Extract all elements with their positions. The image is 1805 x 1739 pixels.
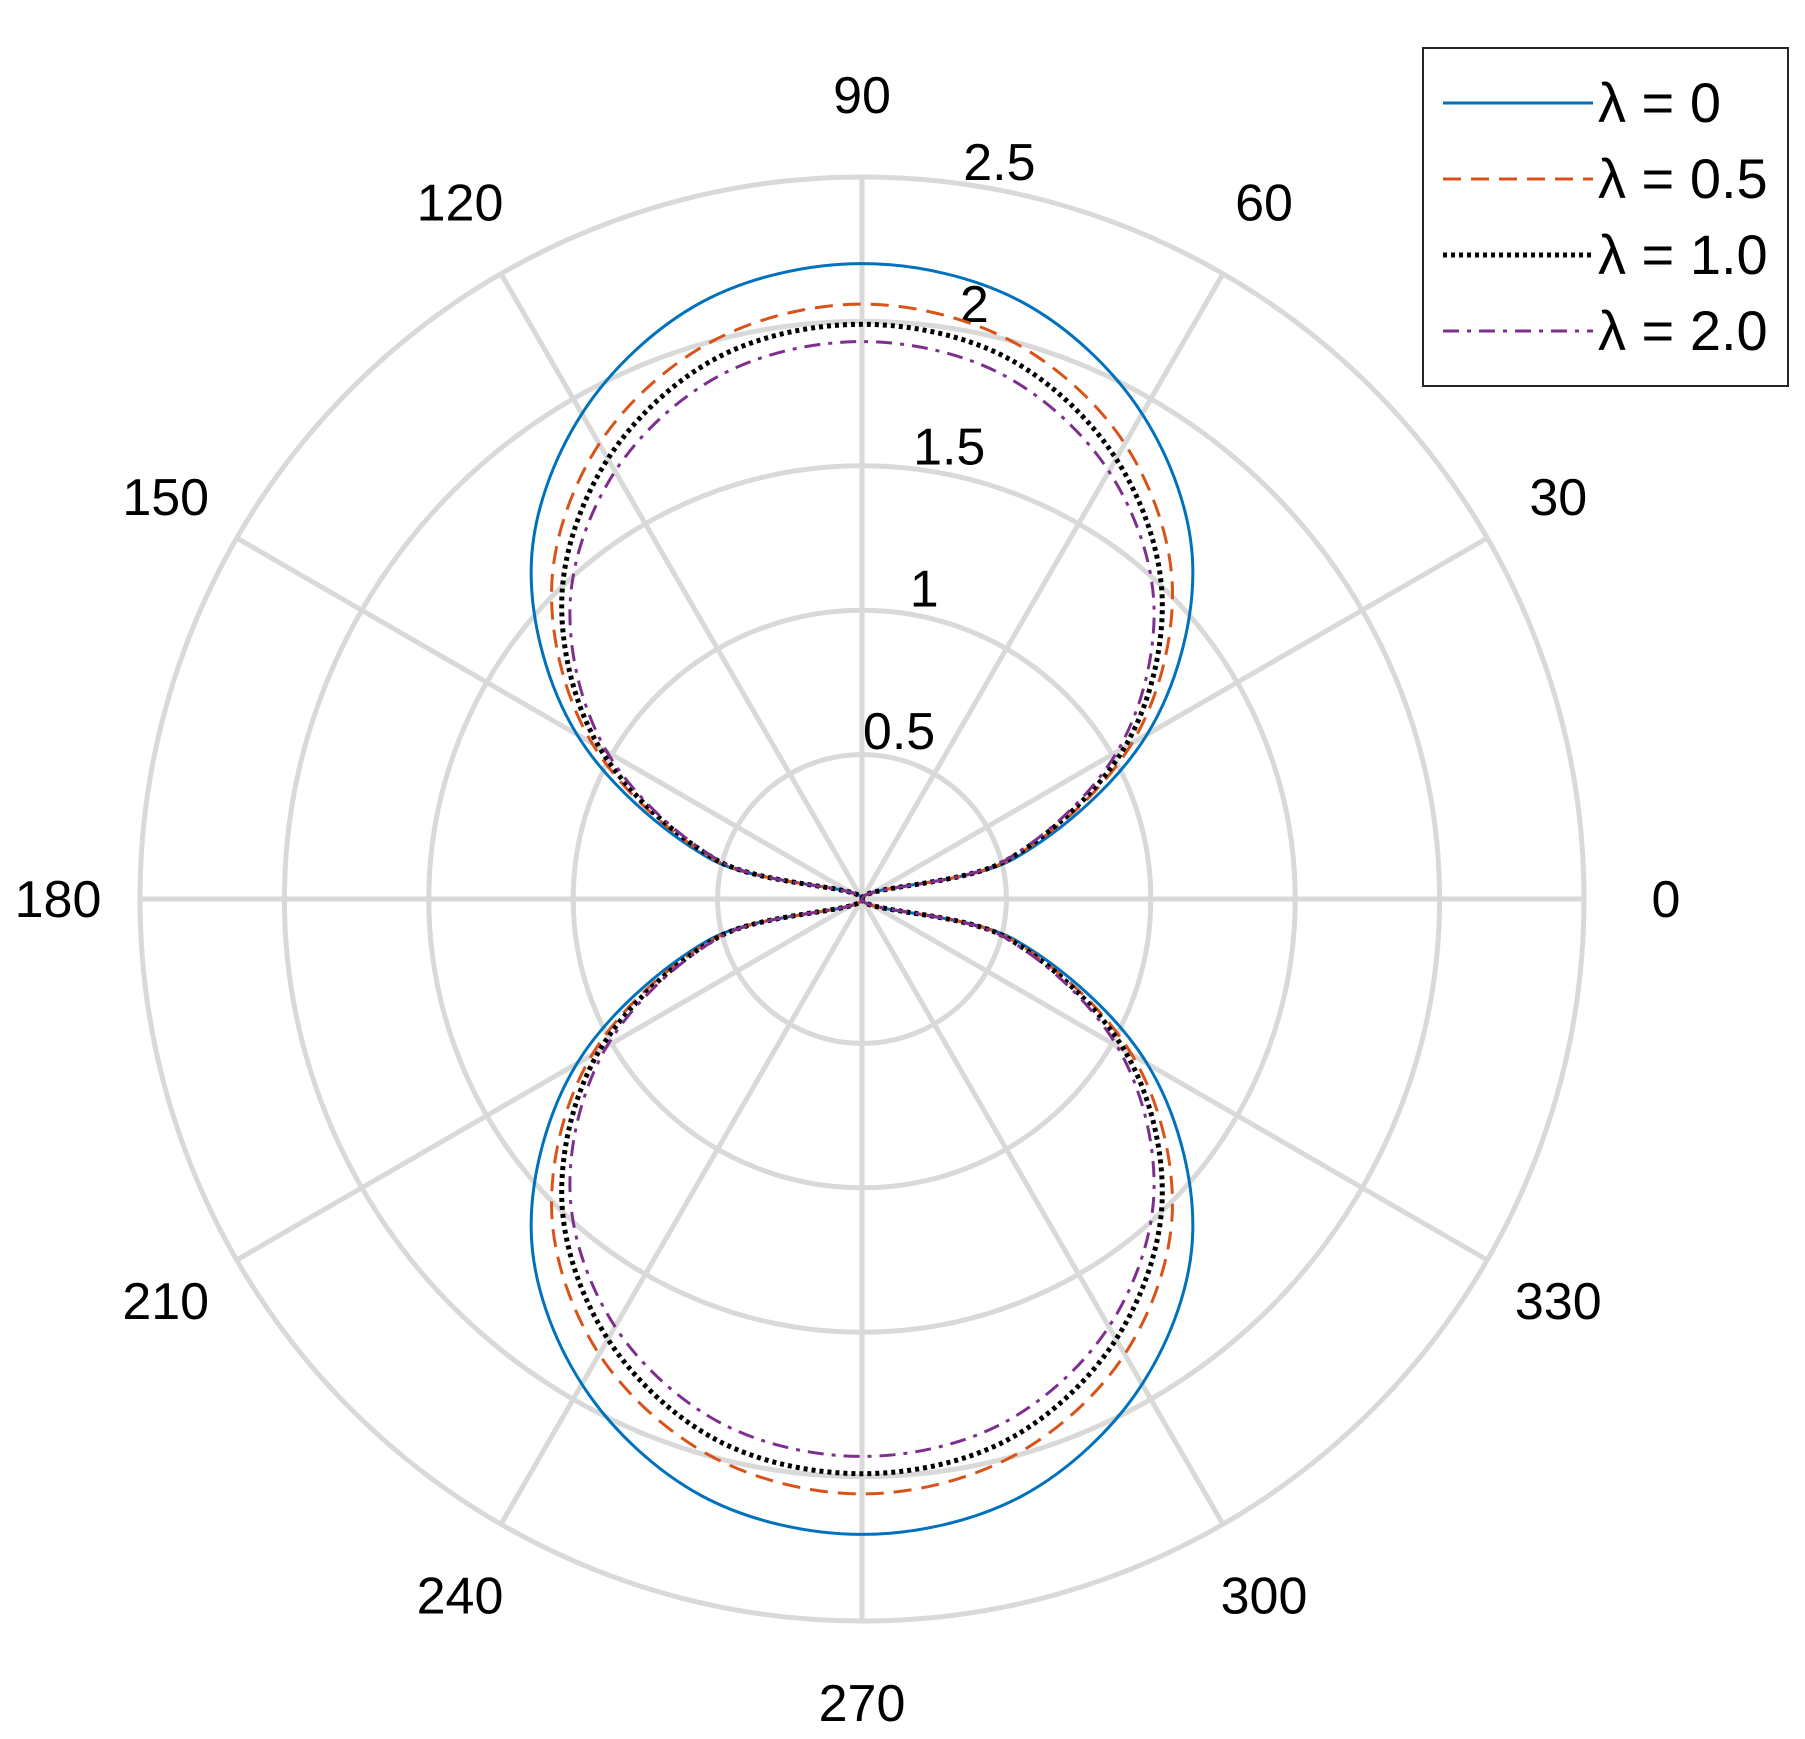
legend: λ = 0 λ = 0.5 λ = 1.0 λ = 2.0 <box>1422 47 1789 387</box>
grid-spoke <box>860 535 1489 902</box>
grid-spoke <box>859 897 1226 1526</box>
grid-spoke <box>235 896 864 1263</box>
series-lines <box>529 262 1195 1536</box>
grid-spoke <box>235 535 864 902</box>
grid-spoke <box>498 897 865 1526</box>
theta-tick-label: 120 <box>417 175 504 233</box>
series-line-3 <box>568 340 1156 1458</box>
theta-tick-label: 90 <box>833 67 891 125</box>
radial-tick-labels: 0.511.522.5 <box>863 134 1036 761</box>
r-tick-label: 1.5 <box>913 418 985 476</box>
legend-label-3: λ = 2.0 <box>1598 299 1768 362</box>
theta-tick-label: 180 <box>15 871 102 929</box>
r-tick-label: 1 <box>910 561 939 619</box>
theta-tick-label: 60 <box>1235 175 1293 233</box>
r-tick-label: 0.5 <box>863 703 935 761</box>
theta-tick-label: 0 <box>1652 871 1681 929</box>
theta-tick-label: 330 <box>1515 1273 1602 1331</box>
theta-tick-label: 210 <box>122 1273 209 1331</box>
theta-tick-label: 30 <box>1529 469 1587 527</box>
theta-tick-label: 150 <box>122 469 209 527</box>
grid-spoke <box>860 896 1489 1263</box>
legend-label-0: λ = 0 <box>1598 71 1721 134</box>
theta-tick-label: 240 <box>417 1567 504 1625</box>
legend-label-2: λ = 1.0 <box>1598 223 1768 286</box>
legend-label-1: λ = 0.5 <box>1598 147 1768 210</box>
theta-tick-label: 300 <box>1221 1567 1308 1625</box>
angle-tick-labels: 0 30 60 90 120 150 180 210 240 270 300 330 <box>15 67 1681 1733</box>
grid-spoke <box>859 272 1226 901</box>
grid-spoke <box>498 272 865 901</box>
theta-tick-label: 270 <box>819 1675 906 1733</box>
polar-grid <box>137 174 1587 1624</box>
r-tick-label: 2.5 <box>963 134 1035 192</box>
